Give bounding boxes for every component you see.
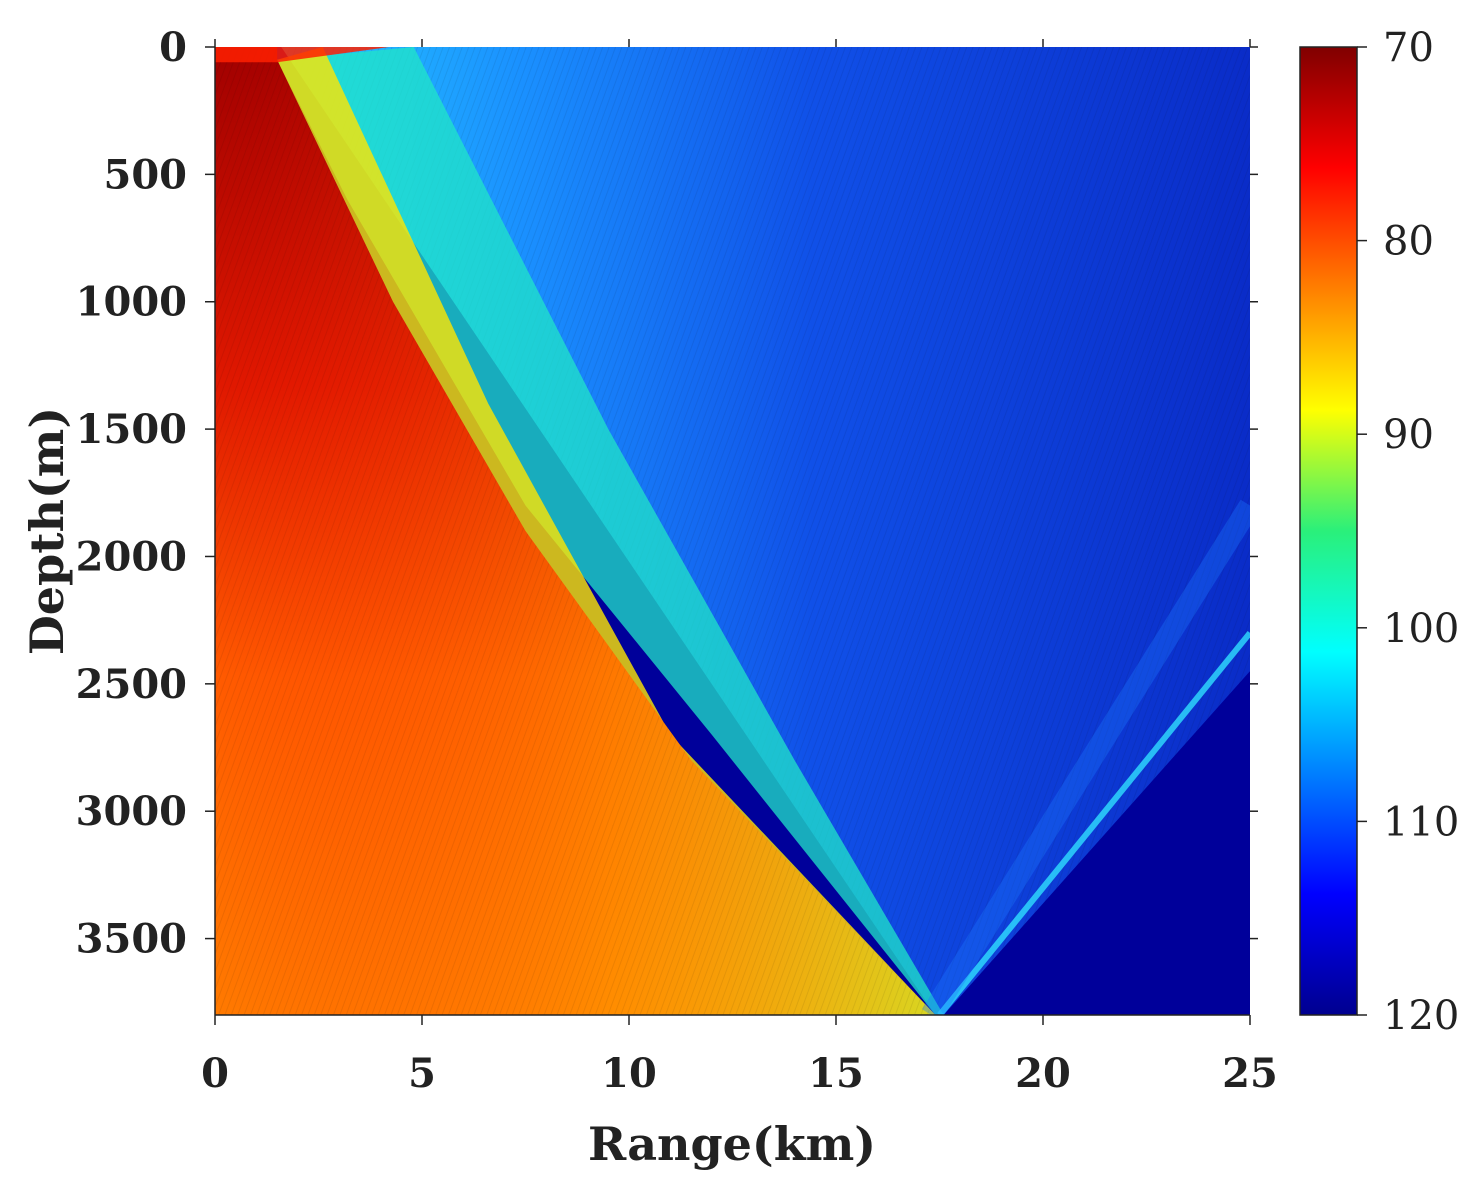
colorbar-tick-label: 90 — [1383, 412, 1434, 458]
x-tick-label: 10 — [601, 1050, 657, 1097]
heatmap-field — [215, 47, 1250, 1015]
plot-axes: 0 5 10 15 20 25 0 500 1000 1500 2000 2500 3000 3500 — [76, 24, 1278, 1097]
y-tick-label: 3500 — [76, 916, 187, 963]
y-axis-title: Depth(m) — [20, 407, 74, 655]
y-tick-label: 2500 — [76, 661, 187, 708]
y-tick-label: 1500 — [76, 406, 187, 453]
y-tick-label: 2000 — [76, 533, 187, 580]
y-tick-label: 1000 — [76, 279, 187, 326]
colorbar-tick-label: 120 — [1383, 993, 1459, 1039]
bottom-reflection-front — [937, 631, 1250, 1015]
x-tick-label: 0 — [201, 1050, 229, 1097]
x-axis-title: Range(km) — [588, 1117, 876, 1171]
direct-path-texture — [215, 47, 936, 1015]
source-hotspot — [215, 47, 389, 63]
bottom-reflection-band — [921, 499, 1250, 1015]
y-tick-label: 0 — [159, 24, 187, 71]
transition-band — [277, 47, 944, 1015]
transition-band-yellow — [277, 47, 936, 1015]
colorbar: 70 80 90 100 110 120 — [1299, 25, 1459, 1039]
colorbar-tick-label: 100 — [1383, 606, 1459, 652]
x-tick-label: 20 — [1015, 1050, 1071, 1097]
x-tick-label: 25 — [1222, 1050, 1278, 1097]
y-tick-label: 3000 — [76, 788, 187, 835]
x-tick-label: 15 — [808, 1050, 864, 1097]
colorbar-tick-label: 70 — [1383, 25, 1434, 71]
colorbar-tick-label: 110 — [1383, 799, 1459, 845]
colorbar-tick-label: 80 — [1383, 219, 1434, 265]
colorbar-gradient — [1299, 46, 1358, 1016]
y-tick-label: 500 — [104, 151, 188, 198]
x-tick-label: 5 — [408, 1050, 436, 1097]
